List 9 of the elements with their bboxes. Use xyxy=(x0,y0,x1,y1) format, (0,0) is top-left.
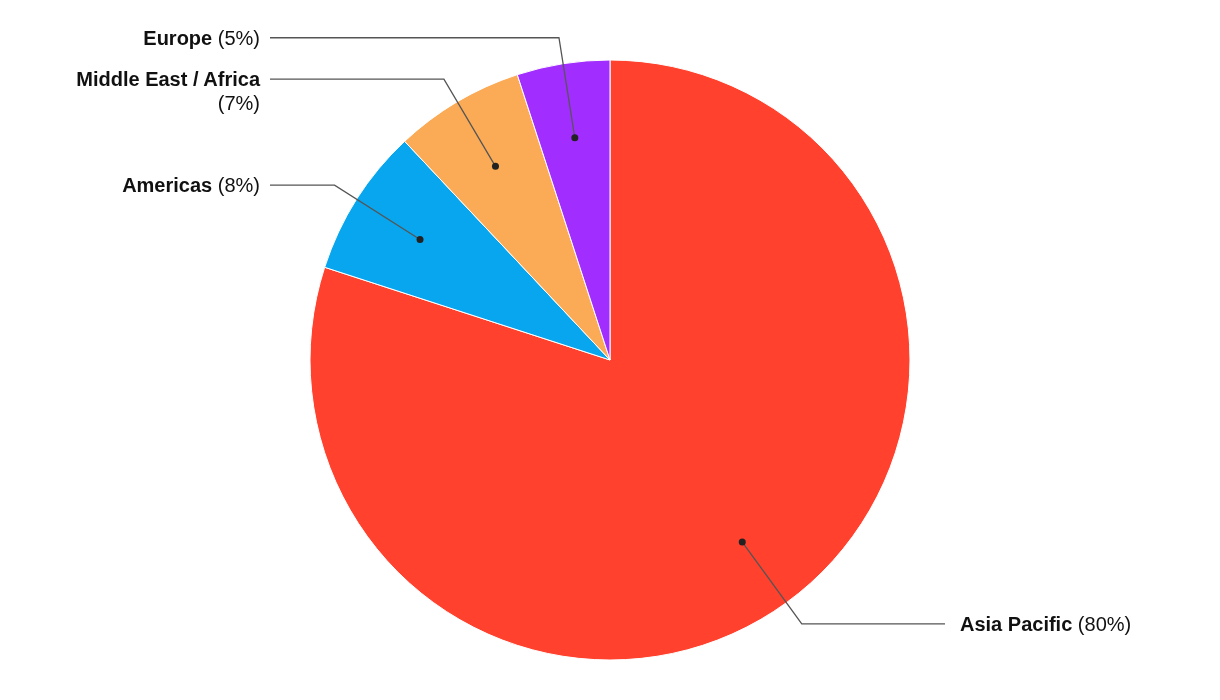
pie-slice xyxy=(309,59,911,661)
slice-label: Middle East / Africa xyxy=(76,68,261,91)
slice-label: Europe xyxy=(143,26,213,49)
slice-label: Americas xyxy=(122,174,213,197)
data-label: (5%) xyxy=(212,26,260,49)
data-label: (80%) xyxy=(1072,612,1132,635)
slice-label: Asia Pacific xyxy=(960,612,1073,635)
data-label: (7%) xyxy=(217,92,260,115)
data-label: (8%) xyxy=(212,174,260,197)
